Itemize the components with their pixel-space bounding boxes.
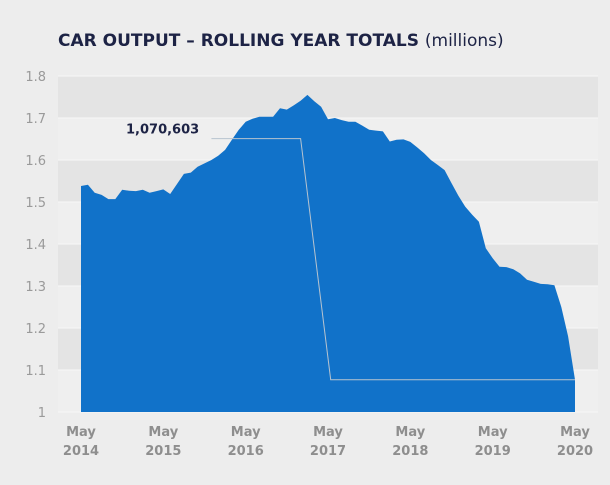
y-tick-label: 1.2 [25,322,46,337]
grid-band [58,76,598,118]
annotation-label: 1,070,603 [126,123,199,138]
annotation-line [211,138,575,381]
y-tick-label: 1.3 [25,280,46,295]
chart-title-main: CAR OUTPUT – ROLLING YEAR TOTALS [58,31,419,51]
x-tick-year: 2014 [63,444,99,459]
y-tick-label: 1.5 [25,196,46,211]
x-tick-month: May [148,425,178,440]
y-tick-label: 1.7 [25,112,46,127]
x-axis: May 2014 May 2015 May 2016 May 2017 May 2018 May 20… [63,425,593,459]
y-tick-label: 1.6 [25,154,46,169]
y-axis: 1 1.1 1.2 1.3 1.4 1.5 1.6 1.7 1.8 [25,70,46,421]
chart-title-unit: (millions) [425,31,504,51]
y-tick-label: 1.4 [25,238,46,253]
x-tick-month: May [395,425,425,440]
x-tick-month: May [231,425,261,440]
x-tick-month: May [478,425,508,440]
x-tick-year: 2017 [310,444,346,459]
x-tick-year: 2018 [392,444,428,459]
y-tick-label: 1.8 [25,70,46,85]
x-tick-year: 2016 [228,444,264,459]
x-tick-month: May [313,425,343,440]
x-tick-month: May [560,425,590,440]
x-tick-year: 2020 [557,444,593,459]
chart-title: CAR OUTPUT – ROLLING YEAR TOTALS (millio… [58,31,504,51]
y-tick-label: 1 [38,406,46,421]
output-area [81,94,575,413]
y-tick-label: 1.1 [25,364,46,379]
x-tick-year: 2019 [475,444,511,459]
x-tick-year: 2015 [145,444,181,459]
x-tick-month: May [66,425,96,440]
